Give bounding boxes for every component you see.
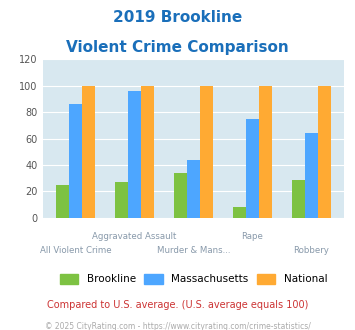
Bar [318,86,331,218]
Text: Murder & Mans...: Murder & Mans... [157,246,230,254]
Bar [246,119,259,218]
Bar [115,182,128,218]
Bar [141,86,154,218]
Bar [200,86,213,218]
Text: Robbery: Robbery [293,246,329,254]
Text: All Violent Crime: All Violent Crime [40,246,111,254]
Text: Aggravated Assault: Aggravated Assault [92,232,177,241]
Legend: Brookline, Massachusetts, National: Brookline, Massachusetts, National [55,270,332,289]
Text: Compared to U.S. average. (U.S. average equals 100): Compared to U.S. average. (U.S. average … [47,300,308,310]
Bar [292,180,305,218]
Bar [69,104,82,218]
Text: © 2025 CityRating.com - https://www.cityrating.com/crime-statistics/: © 2025 CityRating.com - https://www.city… [45,322,310,330]
Bar [259,86,272,218]
Text: Rape: Rape [241,232,263,241]
Bar [128,91,141,218]
Bar [233,207,246,218]
Bar [305,133,318,218]
Bar [82,86,95,218]
Bar [174,173,187,218]
Text: Violent Crime Comparison: Violent Crime Comparison [66,40,289,54]
Bar [56,185,69,218]
Text: 2019 Brookline: 2019 Brookline [113,10,242,25]
Bar [187,160,200,218]
